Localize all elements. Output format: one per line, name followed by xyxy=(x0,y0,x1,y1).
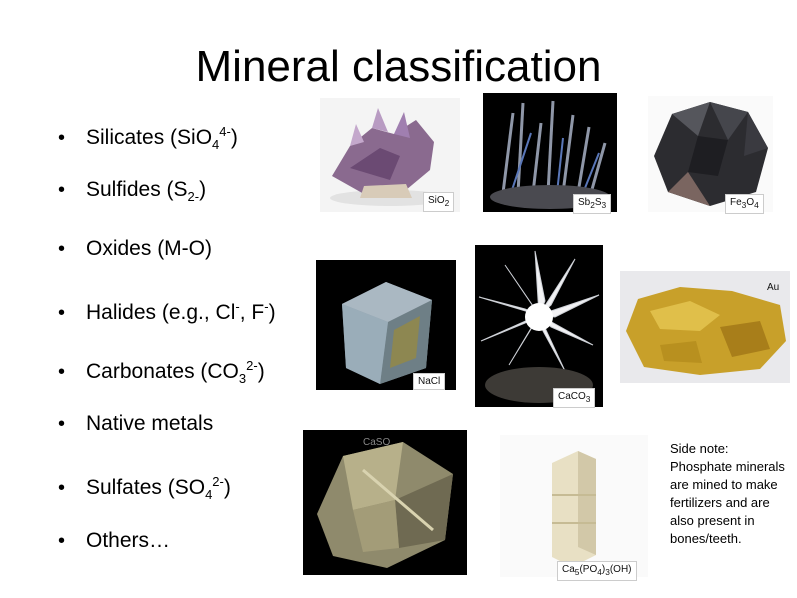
stibnite-photo xyxy=(483,93,617,212)
label-caco3: CaCO3 xyxy=(553,388,596,408)
bullet-glyph: • xyxy=(58,530,66,552)
bullet-glyph: • xyxy=(58,477,66,499)
bullet-oxides: • Oxides (M-O) xyxy=(58,235,212,263)
bullet-sulfides: • Sulfides (S2-) xyxy=(58,178,207,205)
gold-photo xyxy=(620,271,790,383)
bullet-glyph: • xyxy=(58,179,66,201)
side-note: Side note: Phosphate minerals are mined … xyxy=(670,441,785,546)
magnetite-photo xyxy=(648,96,773,212)
calcite-photo xyxy=(475,245,603,407)
apatite-photo xyxy=(500,435,648,577)
label-sb2s3: Sb2S3 xyxy=(573,194,612,214)
halite-photo xyxy=(316,260,456,390)
bullet-silicates: • Silicates (SiO44-) xyxy=(58,124,238,153)
gypsum-photo xyxy=(303,430,467,575)
slide-title: Mineral classification xyxy=(195,42,602,91)
label-caso4: CaSO xyxy=(363,437,391,448)
bullet-sulfates: • Sulfates (SO42-) xyxy=(58,474,231,503)
bullet-halides: • Halides (e.g., Cl-, F-) xyxy=(58,293,276,327)
label-nacl: NaCl xyxy=(413,373,446,390)
bullet-glyph: • xyxy=(58,238,66,260)
label-sio2: SiO2 xyxy=(423,192,455,212)
label-fe3o4: Fe3O4 xyxy=(725,194,764,214)
bullet-glyph: • xyxy=(58,127,66,149)
bullet-others: • Others… xyxy=(58,527,170,555)
bullet-glyph: • xyxy=(58,361,66,383)
bullet-glyph: • xyxy=(58,302,66,324)
bullet-glyph: • xyxy=(58,413,66,435)
label-au: Au xyxy=(767,282,780,293)
label-apatite: Ca5(PO4)3(OH) xyxy=(557,561,637,581)
bullet-native-metals: • Native metals xyxy=(58,410,213,438)
bullet-carbonates: • Carbonates (CO32-) xyxy=(58,358,265,387)
